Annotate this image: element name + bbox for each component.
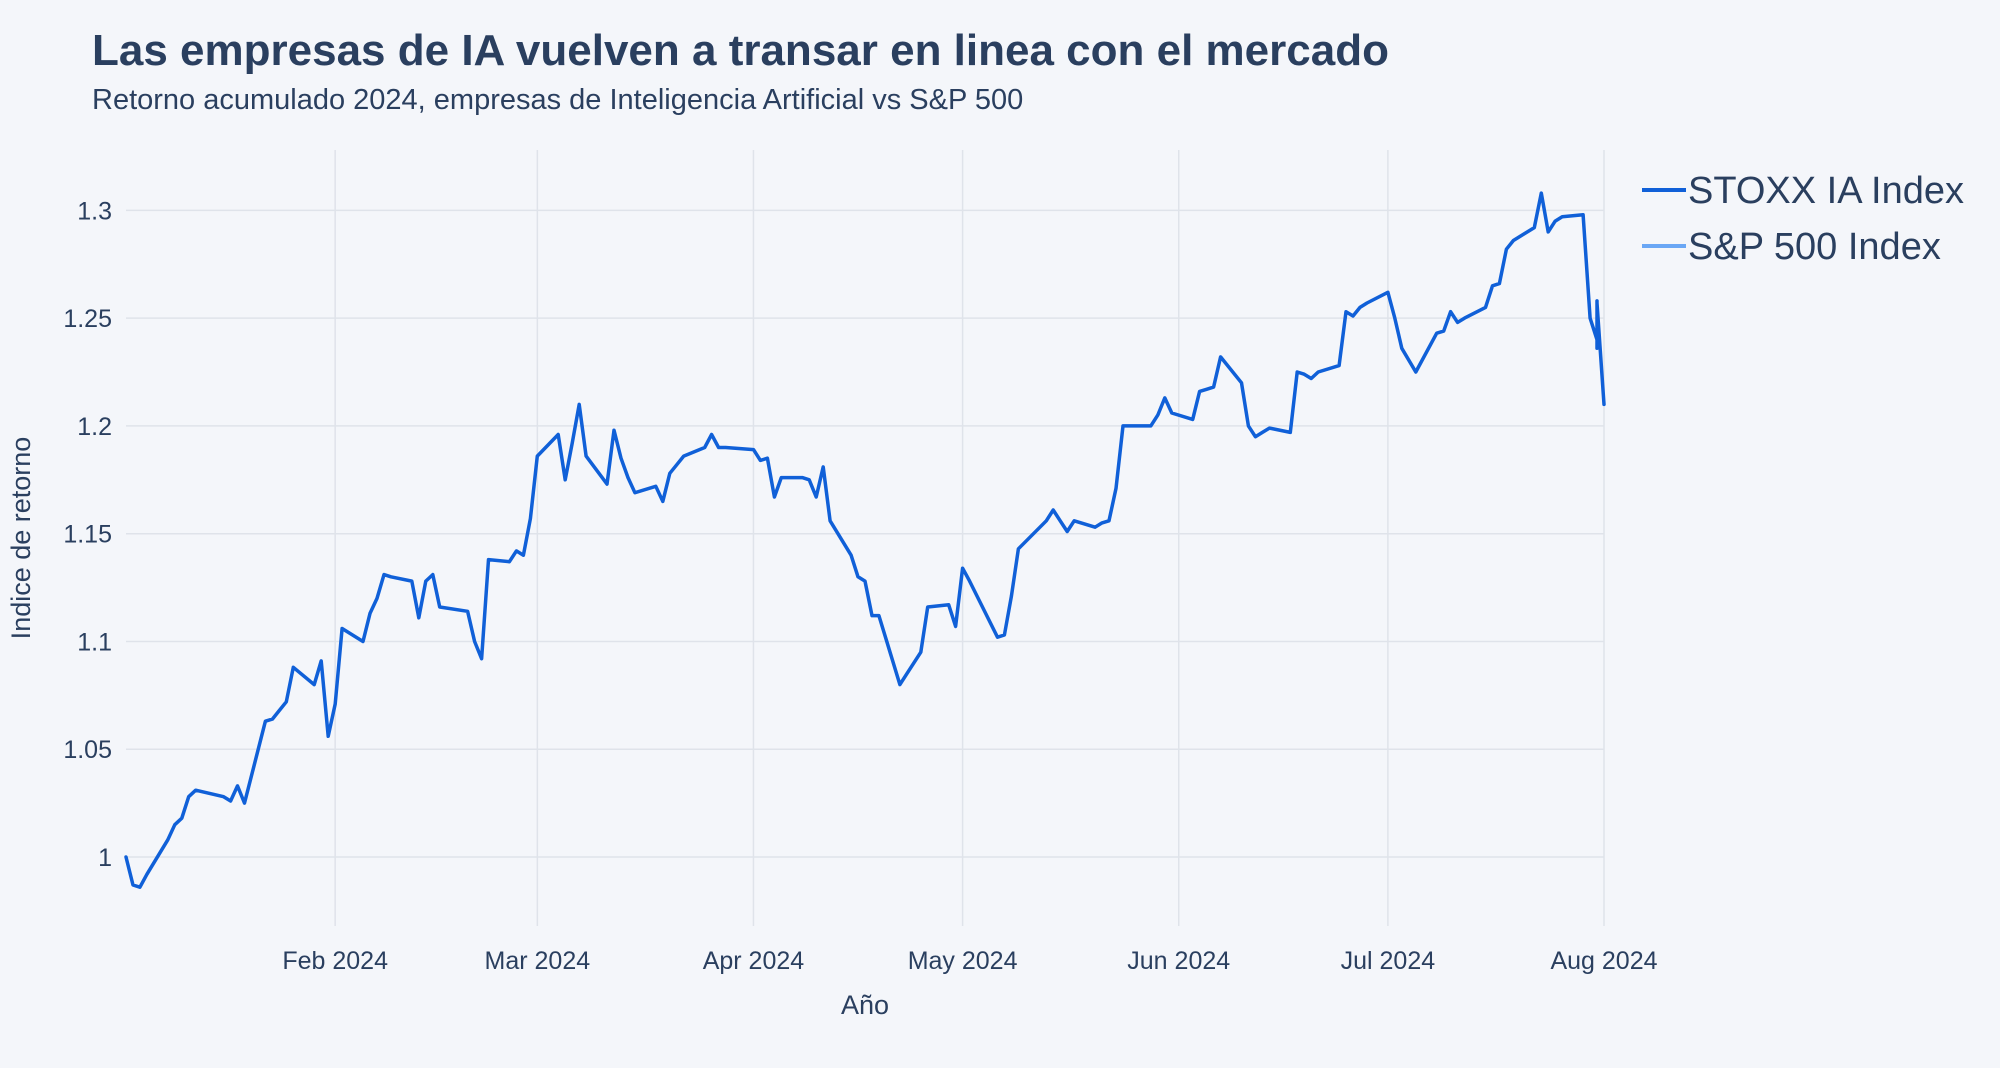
x-tick-label: May 2024 — [908, 947, 1018, 975]
legend-label-stoxx: STOXX IA Index — [1688, 170, 1964, 212]
x-axis-title: Año — [841, 990, 889, 1020]
y-axis-title: Indice de retorno — [6, 437, 36, 640]
y-axis-ticks: 1 1.05 1.1 1.15 1.2 1.25 1.3 — [63, 197, 112, 872]
legend: STOXX IA Index S&P 500 Index — [1642, 170, 1964, 268]
x-tick-label: Apr 2024 — [703, 947, 805, 975]
series-line-stoxx — [124, 191, 1606, 889]
y-tick-label: 1.05 — [63, 736, 112, 764]
y-tick-label: 1.1 — [77, 628, 112, 656]
y-tick-label: 1.15 — [63, 521, 112, 549]
x-tick-label: Mar 2024 — [485, 947, 591, 975]
chart-subtitle: Retorno acumulado 2024, empresas de Inte… — [92, 84, 1024, 116]
legend-label-sp500: S&P 500 Index — [1688, 226, 1941, 268]
x-tick-label: Jun 2024 — [1127, 947, 1230, 975]
y-tick-label: 1.2 — [77, 413, 112, 441]
series-layer — [124, 191, 1606, 889]
y-tick-label: 1 — [98, 844, 112, 872]
legend-item-stoxx[interactable]: STOXX IA Index — [1642, 170, 1964, 212]
chart-title: Las empresas de IA vuelven a transar en … — [92, 26, 1389, 75]
x-axis-ticks: Feb 2024 Mar 2024 Apr 2024 May 2024 Jun 2024… — [282, 947, 1657, 975]
x-tick-label: Jul 2024 — [1341, 947, 1436, 975]
grid-layer — [126, 150, 1605, 926]
x-tick-label: Aug 2024 — [1550, 947, 1657, 975]
y-tick-label: 1.3 — [77, 197, 112, 225]
y-tick-label: 1.25 — [63, 305, 112, 333]
x-tick-label: Feb 2024 — [282, 947, 388, 975]
legend-item-sp500[interactable]: S&P 500 Index — [1642, 226, 1941, 268]
